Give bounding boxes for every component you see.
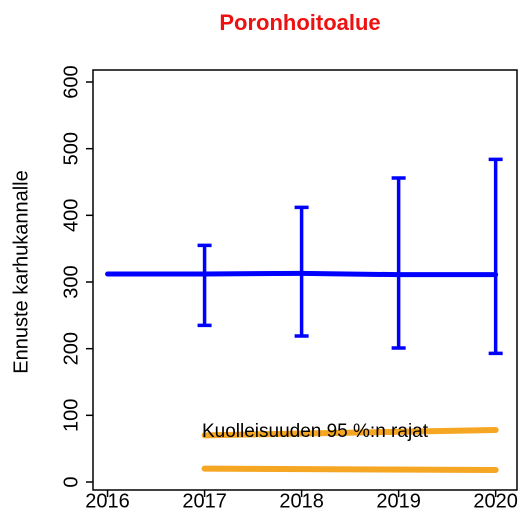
chart-title: Poronhoitoalue [219, 10, 380, 35]
error-bar [294, 205, 309, 338]
x-tick-label: 2017 [182, 490, 227, 512]
series-line [201, 427, 499, 439]
x-tick-label: 2018 [279, 490, 324, 512]
error-bar [488, 157, 503, 356]
x-tick-label: 2020 [473, 490, 518, 512]
x-tick-label: 2016 [85, 490, 130, 512]
error-bar [197, 243, 212, 328]
y-axis-label: Ennuste karhukannalle [10, 170, 32, 373]
y-tick-label: 300 [60, 265, 82, 298]
annotation: Kuolleisuuden 95 %:n rajat [202, 421, 429, 442]
plot-frame [92, 69, 518, 491]
y-tick-label: 600 [60, 65, 82, 98]
series-line [201, 465, 499, 473]
error-bar [391, 176, 406, 350]
y-tick-label: 200 [60, 332, 82, 365]
x-tick-label: 2019 [376, 490, 421, 512]
y-tick-label: 0 [60, 476, 82, 487]
y-tick-label: 100 [60, 399, 82, 432]
y-tick-label: 400 [60, 199, 82, 232]
y-tick-label: 500 [60, 132, 82, 165]
